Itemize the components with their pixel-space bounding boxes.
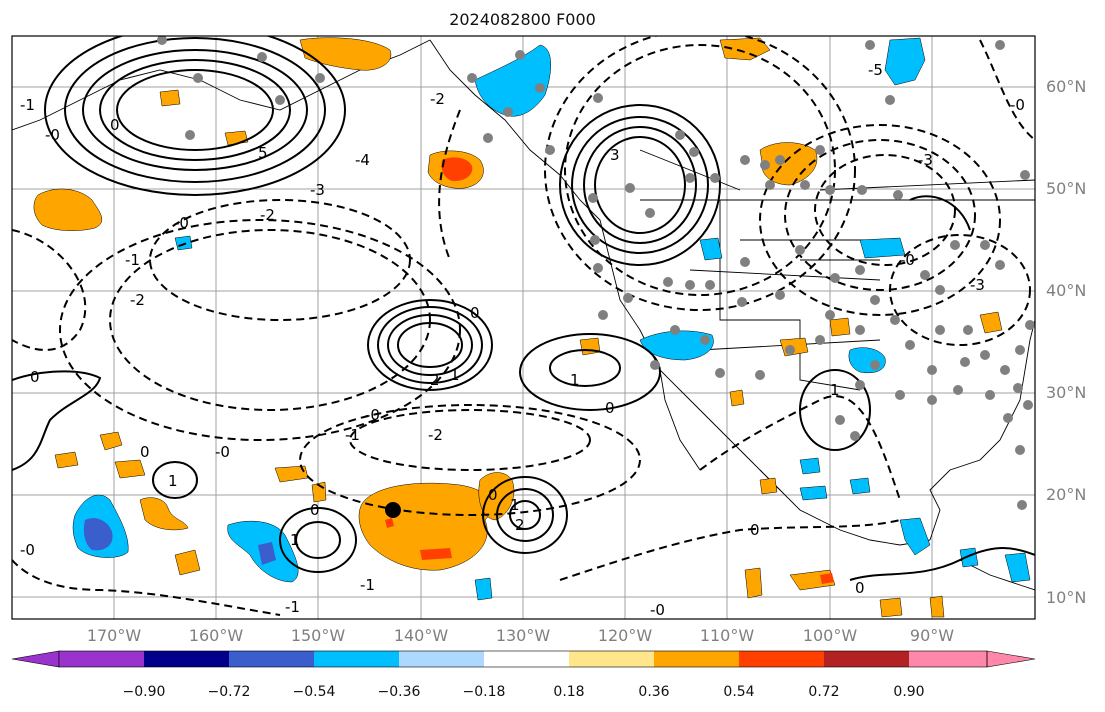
colorbar-cell [59, 651, 144, 667]
lon-label: 110°W [699, 626, 755, 645]
colorbar-extend-low [11, 650, 60, 668]
lat-label: 10°N [1046, 588, 1087, 607]
lat-label: 20°N [1046, 485, 1087, 504]
contour-label: 1 [290, 531, 300, 549]
contour-label: 0 [110, 116, 120, 134]
contour-label: -5 [868, 61, 883, 79]
contour-label: -0 [20, 541, 35, 559]
lon-label: 160°W [188, 626, 244, 645]
contour-label: 0 [750, 521, 760, 539]
colorbar-cell [654, 651, 739, 667]
colorbar-cell [909, 651, 987, 667]
contour-label: -1 [345, 426, 360, 444]
lat-label: 30°N [1046, 383, 1087, 402]
contour-label: 2 [515, 516, 525, 534]
colorbar-tick-label: −0.72 [207, 684, 251, 700]
station-dots [157, 36, 1035, 510]
contour-label: 1 [570, 371, 580, 389]
contour-label: -2 [130, 291, 145, 309]
lon-label: 100°W [802, 626, 858, 645]
contour-label: -2 [430, 90, 445, 108]
contour-label: -0 [365, 406, 380, 424]
contour-label: -3 [970, 276, 985, 294]
contour-label: -2 [428, 426, 443, 444]
lon-label: 140°W [393, 626, 449, 645]
contour-label: 3 [610, 146, 620, 164]
colorbar-cell [824, 651, 909, 667]
contour-label: 0 [140, 443, 150, 461]
contour-label: -1 [20, 96, 35, 114]
colorbar-tick-label: 0.90 [893, 684, 925, 700]
contour-label: -0 [650, 601, 665, 619]
contour-label-group: 0 5 3 -2 -0 -1 -2 -2 -3 -4 0 0 2 1 1 0 -… [20, 61, 1025, 619]
contour-label: 0 [488, 486, 498, 504]
contour-label: -0 [174, 214, 189, 232]
contour-label: 1 [830, 381, 840, 399]
contour-label: 5 [258, 144, 268, 162]
colorbar-tick-label: −0.54 [292, 684, 336, 700]
contour-label: 0 [605, 399, 615, 417]
contour-label: 0 [855, 579, 865, 597]
colorbar-extend-high [986, 650, 1036, 668]
colorbar-tick-label: −0.36 [377, 684, 421, 700]
colorbar-tick-label: −0.90 [122, 684, 166, 700]
contour-label: 0 [30, 368, 40, 386]
contour-label: 1 [168, 472, 178, 490]
positive-contours [12, 36, 1035, 581]
colorbar-cell [229, 651, 314, 667]
colorbar [11, 650, 1036, 668]
contour-label: -0 [900, 251, 915, 269]
colorbar-cell [484, 651, 569, 667]
contour-label: 0 [310, 501, 320, 519]
contour-label: -0 [215, 443, 230, 461]
contour-label: -3 [918, 151, 933, 169]
colorbar-cell [144, 651, 229, 667]
colorbar-tick-label: −0.18 [462, 684, 506, 700]
lat-label: 50°N [1046, 179, 1087, 198]
contour-label: 1 [510, 496, 520, 514]
storm-marker [385, 502, 401, 518]
lon-label: 130°W [495, 626, 551, 645]
contour-label: -3 [310, 181, 325, 199]
colorbar-outline [58, 650, 988, 668]
contour-label: -1 [285, 598, 300, 616]
map-frame [11, 35, 1036, 620]
contour-label: 2 [430, 371, 440, 389]
colorbar-tick-label: 0.36 [638, 684, 670, 700]
lon-label: 120°W [597, 626, 653, 645]
contour-label: -1 [360, 576, 375, 594]
lat-label: 40°N [1046, 281, 1087, 300]
colorbar-cell [399, 651, 484, 667]
strong-positive-shading [385, 157, 834, 584]
lon-label: 170°W [86, 626, 142, 645]
colorbar-tick-label: 0.18 [553, 684, 585, 700]
lon-label: 90°W [909, 626, 955, 645]
contour-label: 0 [470, 304, 480, 322]
contour-label: -1 [125, 251, 140, 269]
colorbar-cell [739, 651, 824, 667]
contour-label: -0 [45, 126, 60, 144]
colorbar-cell [569, 651, 654, 667]
contour-label: -0 [1010, 96, 1025, 114]
colorbar-cell [314, 651, 399, 667]
strong-negative-shading [83, 518, 276, 565]
colorbar-tick-label: 0.54 [723, 684, 755, 700]
contour-label: -4 [355, 151, 370, 169]
lat-label: 60°N [1046, 77, 1087, 96]
lon-label: 150°W [290, 626, 346, 645]
map-title: 2024082800 F000 [449, 10, 596, 29]
colorbar-tick-label: 0.72 [808, 684, 840, 700]
contour-label: 1 [450, 366, 460, 384]
contour-label: -2 [260, 206, 275, 224]
negative-contours [12, 36, 1035, 616]
